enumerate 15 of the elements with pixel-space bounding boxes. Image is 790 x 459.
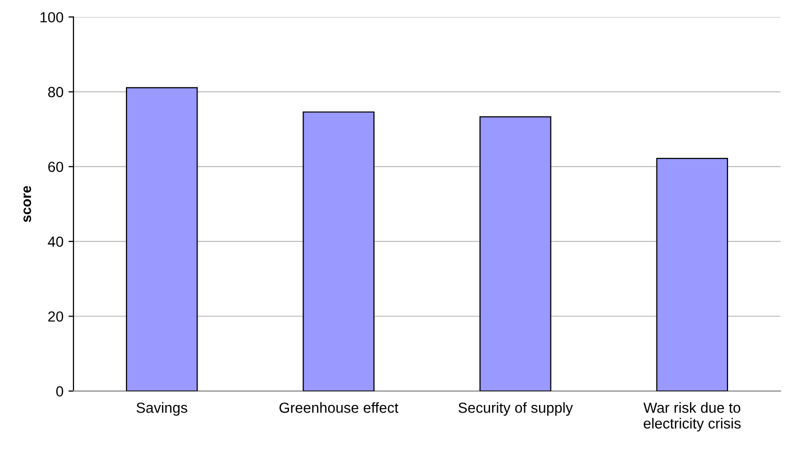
- x-tick-label: Greenhouse effect: [279, 402, 398, 413]
- y-tick-label: 100: [40, 12, 64, 22]
- y-tick-label: 40: [48, 236, 64, 247]
- x-tick-label: Security of supply: [458, 402, 573, 416]
- y-tick-label: 20: [48, 311, 64, 322]
- bar: [302, 111, 375, 392]
- bar: [656, 158, 728, 392]
- y-tick-label: 80: [48, 86, 64, 98]
- y-tick-label: 0: [56, 386, 64, 396]
- x-tick-label: War risk due to electricity crisis: [643, 402, 741, 432]
- bar: [126, 87, 198, 392]
- x-tick-label: Savings: [136, 402, 188, 416]
- y-axis-title: score: [24, 186, 32, 222]
- bar: [479, 116, 552, 392]
- y-tick-label: 60: [48, 162, 64, 172]
